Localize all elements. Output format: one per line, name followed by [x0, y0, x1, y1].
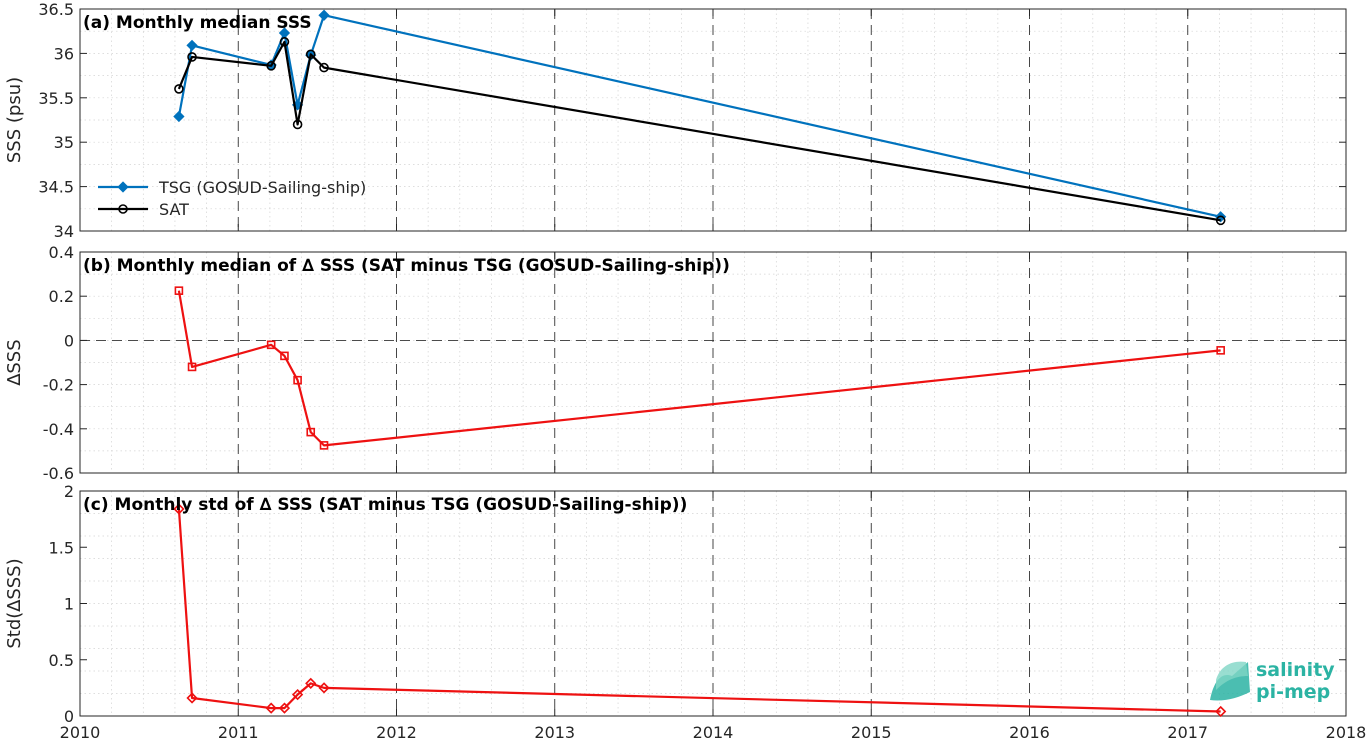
- data-point: [319, 441, 329, 450]
- y-tick-label: 35: [54, 133, 74, 152]
- y-tick-label: -0.6: [43, 464, 74, 483]
- logo-line-1: salinity: [1256, 659, 1335, 681]
- data-point: [266, 340, 276, 350]
- y-tick-label: 0.4: [49, 243, 74, 262]
- legend-marker: [117, 181, 129, 193]
- x-tick-label: 2015: [851, 723, 892, 742]
- data-point: [293, 375, 302, 385]
- y-tick-label: -0.2: [43, 376, 74, 395]
- panel-title: (a) Monthly median SSS: [83, 13, 312, 33]
- data-point: [291, 688, 304, 701]
- data-point: [1215, 215, 1226, 226]
- chart-panel-2: -0.6 -0.4 -0.2 0 0.2 0.4 ∆SSS (b) Monthly media…: [4, 243, 1347, 483]
- y-tick-label: 0: [64, 707, 74, 726]
- x-tick-label: 2014: [693, 723, 734, 742]
- x-tick-label: 2018: [1326, 723, 1367, 742]
- y-tick-label: 1: [64, 595, 74, 614]
- y-tick-label: 36.5: [38, 0, 74, 19]
- y-axis-label: ∆SSS: [4, 339, 25, 386]
- data-point: [292, 119, 303, 130]
- x-tick-label: 2010: [60, 723, 101, 742]
- logo-line-2: pi-mep: [1256, 681, 1330, 703]
- data-point: [305, 677, 317, 690]
- data-point: [173, 503, 185, 515]
- y-tick-label: 1.5: [49, 538, 74, 557]
- chart-panel-3: 0 0.5 1 1.5 2 2010 2011 2012 2013 2014 2015 2016 201…: [4, 482, 1366, 742]
- axes-box: [79, 8, 1347, 232]
- data-point: [187, 52, 197, 62]
- x-tick-label: 2012: [376, 723, 417, 742]
- y-tick-label: 0: [64, 331, 74, 350]
- y-tick-label: 34: [54, 222, 74, 241]
- y-tick-label: 36: [54, 44, 74, 63]
- data-point: [278, 702, 291, 714]
- legend-marker: [118, 204, 128, 214]
- series-line-2: [177, 40, 1221, 222]
- axes-box: [79, 490, 1347, 717]
- y-axis-label: SSS (psu): [4, 77, 25, 163]
- data-point: [173, 110, 185, 123]
- data-point: [319, 62, 329, 73]
- data-point: [186, 692, 198, 704]
- salinity-pi-mep-logo: salinity pi-mep: [1210, 659, 1335, 703]
- y-tick-label: 0.2: [49, 287, 74, 306]
- data-point: [280, 351, 289, 361]
- panel-title: (b) Monthly median of ∆ SSS (SAT minus T…: [83, 256, 730, 276]
- x-tick-label: 2017: [1167, 723, 1208, 742]
- x-tick-label: 2016: [1009, 723, 1050, 742]
- y-tick-label: 2: [64, 482, 74, 501]
- data-point: [279, 37, 290, 47]
- data-point: [174, 84, 184, 94]
- y-tick-label: -0.4: [43, 420, 74, 439]
- legend-label: SAT: [159, 200, 189, 219]
- data-point: [265, 702, 277, 714]
- series-line-1: [177, 508, 1221, 713]
- panel-title: (c) Monthly std of ∆ SSS (SAT minus TSG …: [83, 495, 687, 515]
- x-tick-label: 2011: [218, 723, 259, 742]
- y-axis-label: Std(∆SSS): [4, 558, 25, 648]
- chart-panel-1: 34 34.5 35 35.5 36 36.5 SSS (psu) (a) Monthly m…: [4, 0, 1347, 241]
- data-point: [318, 682, 330, 694]
- series-line-1: [177, 14, 1221, 218]
- data-point: [186, 39, 198, 52]
- data-point: [1216, 346, 1225, 355]
- data-point: [318, 9, 330, 21]
- data-point: [174, 286, 184, 295]
- data-point: [306, 427, 316, 437]
- y-tick-label: 34.5: [38, 178, 74, 197]
- data-point: [1215, 705, 1227, 718]
- series-line-1: [177, 290, 1221, 447]
- data-point: [305, 49, 316, 60]
- x-tick-label: 2013: [534, 723, 575, 742]
- data-point: [187, 362, 197, 372]
- y-tick-label: 35.5: [38, 89, 74, 108]
- legend-label: TSG (GOSUD-Sailing-ship): [158, 178, 366, 197]
- axes-box: [79, 251, 1347, 474]
- logo-wave-icon: [1216, 661, 1248, 690]
- y-tick-label: 0.5: [49, 651, 74, 670]
- data-point: [266, 61, 276, 71]
